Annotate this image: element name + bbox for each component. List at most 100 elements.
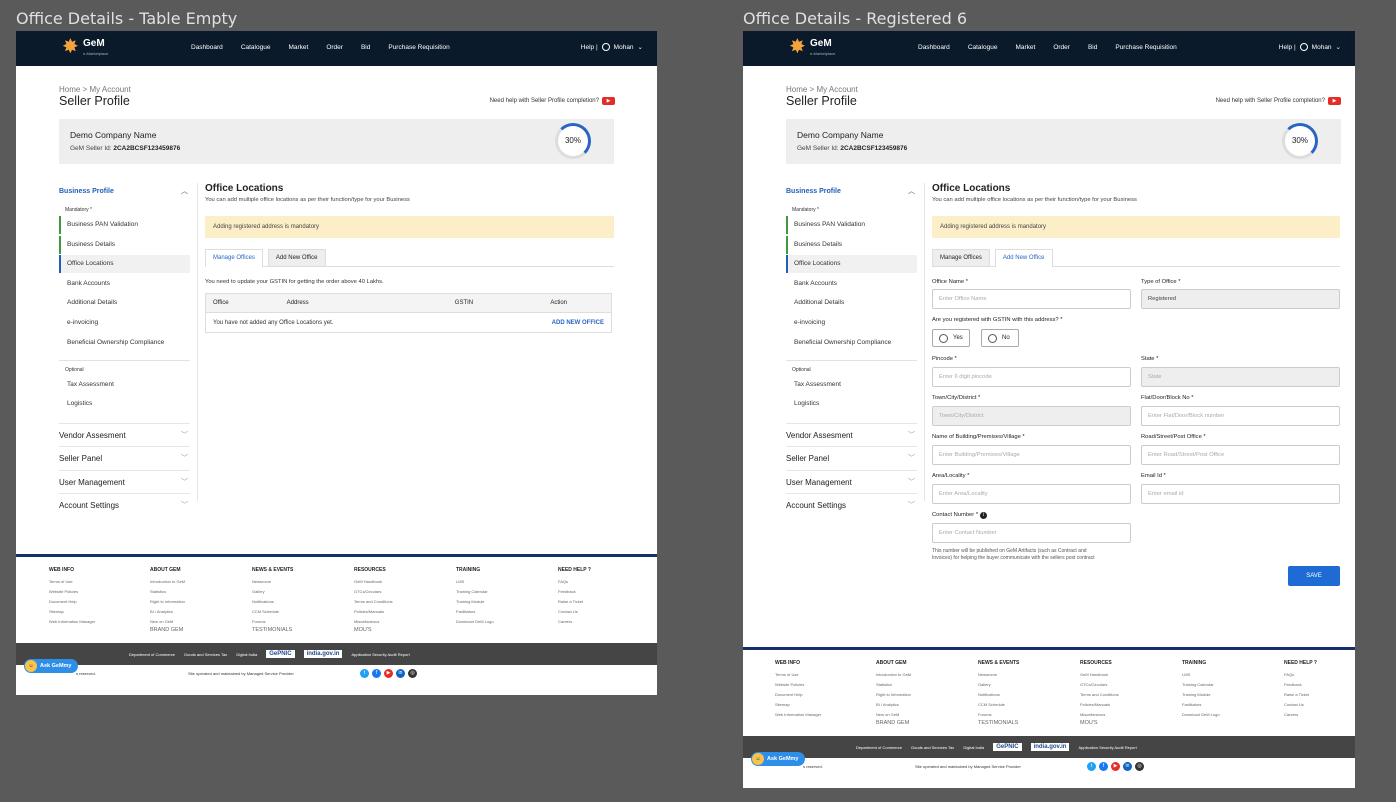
footer-link[interactable]: Notifications	[978, 692, 1000, 697]
footer-link[interactable]: Policies/Manuals	[354, 609, 385, 614]
footer-link[interactable]: Statistics	[876, 682, 893, 687]
footer-link[interactable]: Statistics	[150, 589, 167, 594]
facebook-icon[interactable]: f	[1099, 762, 1108, 771]
partner-gepnic[interactable]: GePNIC	[993, 743, 1022, 751]
sidebar-business-profile[interactable]: Business Profile ︿	[59, 183, 190, 201]
help-link[interactable]: Help |	[1278, 43, 1296, 51]
footer-link[interactable]: Document Help	[775, 692, 803, 697]
sidebar-item-e-invoicing[interactable]: e-invoicing	[67, 318, 99, 326]
sidebar-item-logistics[interactable]: Logistics	[794, 400, 820, 408]
partner-india-gov[interactable]: india.gov.in	[303, 650, 343, 658]
profile-help[interactable]: Need help with Seller Profile completion…	[490, 97, 615, 105]
tab-manage-offices[interactable]: Manage Offices	[205, 249, 263, 267]
footer-link[interactable]: Raise a Ticket	[1284, 692, 1310, 697]
nav-dashboard[interactable]: Dashboard	[918, 44, 950, 51]
gstin-no-radio[interactable]: No	[981, 329, 1019, 347]
footer-link[interactable]: LMS	[456, 579, 465, 584]
ask-gemmy-button[interactable]: ☺ Ask GeMmy	[24, 659, 78, 673]
flat-input[interactable]: Enter Flat/Door/Block number	[1141, 406, 1340, 426]
footer-link[interactable]: Newsroom	[978, 672, 998, 677]
sidebar-item-tax-assessment[interactable]: Tax Assessment	[794, 380, 841, 388]
tab-add-new-office[interactable]: Add New Office	[994, 249, 1053, 267]
twitter-icon[interactable]: t	[360, 669, 369, 678]
sidebar-item-bank-accounts[interactable]: Bank Accounts	[67, 279, 110, 287]
footer-link[interactable]: New on GeM	[876, 712, 900, 717]
footer-link[interactable]: Forums	[252, 619, 266, 624]
breadcrumb[interactable]: Home > My Account	[59, 85, 131, 94]
sidebar-item-beneficial-ownership[interactable]: Beneficial Ownership Compliance	[794, 338, 892, 346]
linkedin-icon[interactable]: in	[396, 669, 405, 678]
footer-link[interactable]: Miscellaneous	[1080, 712, 1106, 717]
email-input[interactable]: Enter email id	[1141, 484, 1340, 504]
linkedin-icon[interactable]: in	[1123, 762, 1132, 771]
user-menu[interactable]: Help | Mohan ⌄	[1279, 43, 1341, 51]
sidebar-item-tax-assessment[interactable]: Tax Assessment	[67, 380, 114, 388]
partner-commerce[interactable]: Department of Commerce	[129, 651, 176, 657]
info-icon[interactable]: i	[980, 512, 988, 519]
office-name-input[interactable]: Enter Office Name	[932, 289, 1131, 309]
footer-link[interactable]: Raise a Ticket	[558, 599, 584, 604]
footer-link[interactable]: Feedback	[558, 589, 576, 594]
footer-link[interactable]: Terms of Use	[775, 672, 799, 677]
sidebar-vendor-assesment[interactable]: Vendor Assesment ﹀	[786, 422, 917, 447]
sidebar-item-business-details[interactable]: Business Details	[59, 235, 190, 254]
tab-add-new-office[interactable]: Add New Office	[267, 249, 326, 266]
footer-link[interactable]: BRAND GEM	[150, 627, 184, 633]
sidebar-item-additional-details[interactable]: Additional Details	[794, 299, 845, 307]
sidebar-item-pan[interactable]: Business PAN Validation	[59, 216, 190, 234]
youtube-icon[interactable]: ▶	[1111, 762, 1120, 771]
instagram-icon[interactable]: ◎	[1135, 762, 1144, 771]
gem-logo[interactable]: ✸ GeM e-Marketplace	[789, 36, 839, 62]
footer-link[interactable]: Website Policies	[775, 682, 805, 687]
sidebar-item-office-locations[interactable]: Office Locations	[786, 255, 917, 274]
profile-help[interactable]: Need help with Seller Profile completion…	[1216, 97, 1341, 105]
footer-link[interactable]: FAQs	[558, 579, 569, 584]
footer-link[interactable]: Miscellaneous	[354, 619, 380, 624]
footer-link[interactable]: CCM Schedule	[252, 609, 279, 614]
partner-india-gov[interactable]: india.gov.in	[1030, 743, 1070, 751]
sidebar-item-pan[interactable]: Business PAN Validation	[786, 216, 917, 234]
sidebar-seller-panel[interactable]: Seller Panel ﹀	[59, 446, 190, 470]
instagram-icon[interactable]: ◎	[408, 669, 417, 678]
nav-catalogue[interactable]: Catalogue	[240, 44, 271, 51]
sidebar-seller-panel[interactable]: Seller Panel ﹀	[786, 446, 917, 470]
partner-gst[interactable]: Goods and Services Tax	[184, 651, 228, 657]
footer-link[interactable]: Facilitators	[1182, 702, 1202, 707]
footer-link[interactable]: Training Calendar	[1182, 682, 1214, 687]
partner-security-audit[interactable]: Application Security Audit Report	[1078, 744, 1137, 750]
nav-purchase-requisition[interactable]: Purchase Requisition	[388, 44, 450, 51]
nav-market[interactable]: Market	[1015, 44, 1036, 51]
gem-logo[interactable]: ✸ GeM e-Marketplace	[62, 36, 112, 62]
footer-link[interactable]: Document Help	[49, 599, 77, 604]
youtube-play-icon[interactable]: ▶	[1328, 97, 1341, 105]
nav-market[interactable]: Market	[288, 44, 309, 51]
sidebar-item-logistics[interactable]: Logistics	[67, 400, 93, 408]
nav-order[interactable]: Order	[1053, 44, 1070, 51]
sidebar-item-bank-accounts[interactable]: Bank Accounts	[794, 279, 837, 287]
footer-link[interactable]: GTCs/Circulars	[1080, 682, 1108, 687]
footer-link[interactable]: GTCs/Circulars	[354, 589, 382, 594]
sidebar-item-beneficial-ownership[interactable]: Beneficial Ownership Compliance	[67, 338, 165, 346]
nav-catalogue[interactable]: Catalogue	[967, 44, 998, 51]
footer-link[interactable]: Forums	[978, 712, 992, 717]
footer-link[interactable]: Terms of Use	[49, 579, 73, 584]
gstin-yes-radio[interactable]: Yes	[932, 329, 970, 347]
sidebar-user-management[interactable]: User Management ﹀	[786, 469, 917, 494]
pincode-input[interactable]: Enter 6 digit pincode	[932, 367, 1131, 387]
footer-link[interactable]: CCM Schedule	[978, 702, 1005, 707]
footer-link[interactable]: FAQs	[1284, 672, 1295, 677]
partner-commerce[interactable]: Department of Commerce	[856, 744, 903, 750]
breadcrumb[interactable]: Home > My Account	[786, 85, 858, 94]
sidebar-vendor-assesment[interactable]: Vendor Assesment ﹀	[59, 422, 190, 447]
footer-link[interactable]: Training Calendar	[456, 589, 488, 594]
footer-link[interactable]: Sitemap	[775, 702, 790, 707]
footer-link[interactable]: Introduction to GeM	[876, 672, 912, 677]
sidebar-item-business-details[interactable]: Business Details	[786, 235, 917, 254]
nav-order[interactable]: Order	[326, 44, 343, 51]
partner-digital-india[interactable]: Digital India	[236, 651, 258, 657]
nav-bid[interactable]: Bid	[1087, 44, 1098, 51]
footer-link[interactable]: Gallery	[252, 589, 265, 594]
footer-link[interactable]: Web Information Manager	[49, 619, 96, 624]
footer-link[interactable]: BI / Analytics	[876, 702, 899, 707]
nav-purchase-requisition[interactable]: Purchase Requisition	[1115, 44, 1177, 51]
